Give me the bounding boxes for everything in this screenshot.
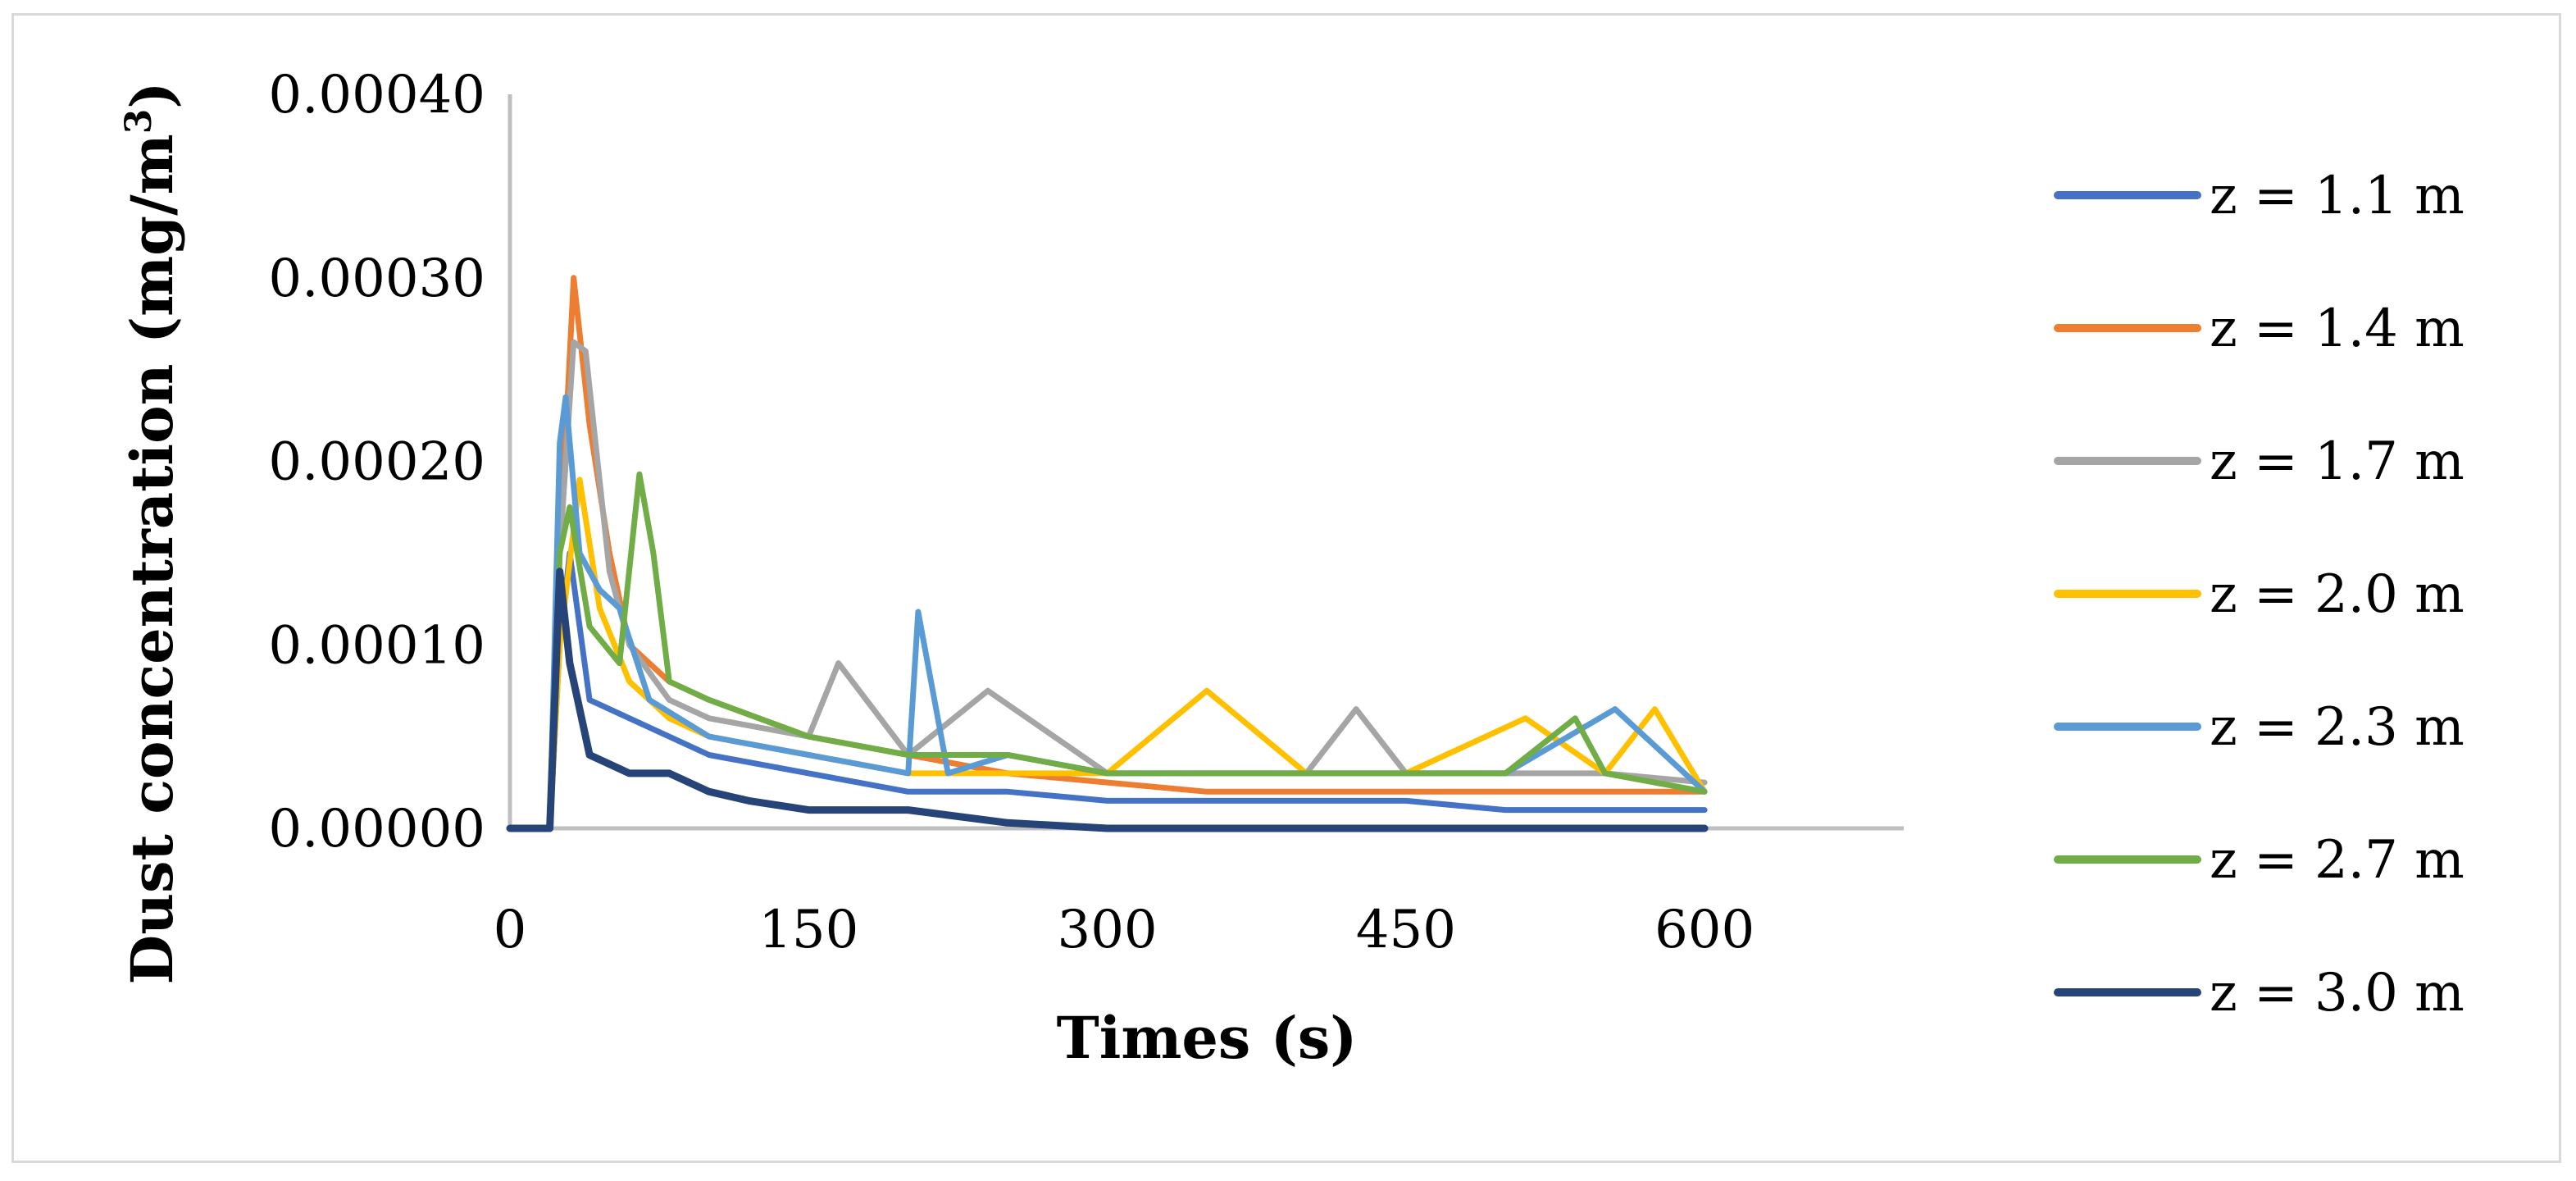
y-axis-title-end: ) [118, 82, 186, 109]
y-tick-label: 0.00010 [268, 615, 485, 676]
legend-label: z = 2.3 m [2210, 697, 2464, 758]
series-line [507, 339, 1708, 832]
x-axis-title: Times (s) [1057, 1004, 1358, 1072]
chart-frame [11, 13, 2561, 1163]
legend-label: z = 1.4 m [2210, 299, 2464, 359]
y-tick-labels: 0.00000 0.00010 0.00020 0.00030 0.00040 [268, 65, 485, 860]
legend-label: z = 1.1 m [2210, 166, 2464, 226]
x-tick-label: 150 [758, 900, 858, 960]
legend-label: z = 3.0 m [2210, 963, 2464, 1024]
x-tick-labels: 0 150 300 450 600 [494, 900, 1755, 960]
legend-label: z = 1.7 m [2210, 431, 2464, 492]
series-line [507, 471, 1708, 832]
y-tick-label: 0.00020 [268, 432, 485, 493]
y-axis-title: Dust concentration (mg/m3) [118, 82, 186, 985]
legend: z = 1.1 m z = 1.4 m z = 1.7 m z = 2.0 m z = … [2054, 166, 2464, 1024]
y-tick-label: 0.00000 [268, 799, 485, 860]
legend-label: z = 2.7 m [2210, 830, 2464, 891]
x-tick-label: 300 [1057, 900, 1157, 960]
legend-label: z = 2.0 m [2210, 564, 2464, 625]
series-line [507, 394, 1708, 832]
y-axis-title-main: Dust concentration (mg/m [118, 134, 186, 984]
y-tick-label: 0.00040 [268, 65, 485, 125]
x-tick-label: 600 [1654, 900, 1755, 960]
y-tick-label: 0.00030 [268, 249, 485, 309]
series-layer [506, 275, 1709, 832]
x-tick-label: 0 [494, 900, 527, 960]
plot-area [506, 94, 1904, 832]
series-line [506, 568, 1709, 832]
x-tick-label: 450 [1356, 900, 1456, 960]
y-axis-title-superscript: 3 [118, 109, 160, 135]
